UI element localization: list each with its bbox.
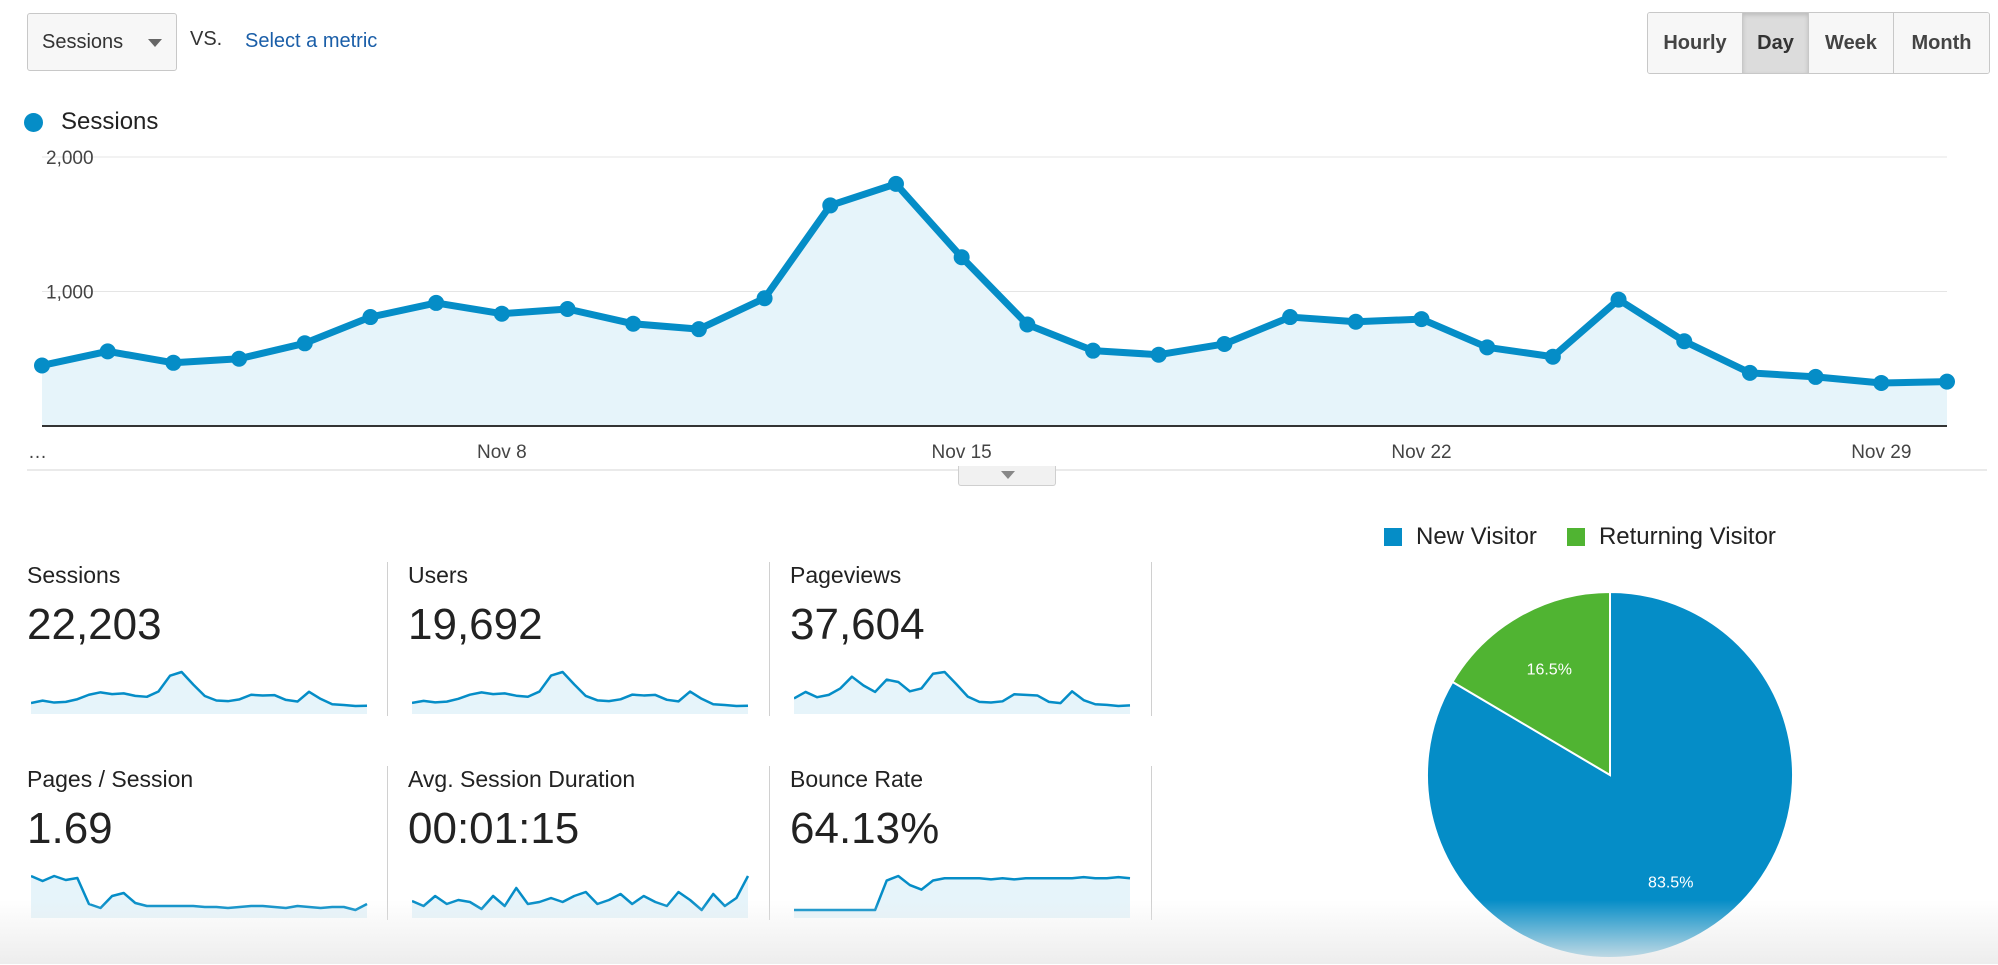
scorecard-divider: [769, 766, 770, 920]
sessions-data-point: [822, 197, 839, 214]
sessions-data-point: [1479, 339, 1496, 356]
sessions-data-point: [1282, 309, 1299, 326]
time-granularity-toggle: Hourly Day Week Month: [1647, 12, 1990, 74]
sessions-data-point: [887, 175, 904, 192]
sessions-data-point: [1676, 333, 1693, 350]
granularity-month-button[interactable]: Month: [1894, 13, 1989, 73]
sessions-data-point: [1413, 311, 1430, 328]
scorecard-label: Avg. Session Duration: [408, 766, 636, 792]
scorecard-value: 00:01:15: [408, 804, 580, 853]
scorecard-pages-per-session[interactable]: Pages / Session 1.69: [27, 766, 377, 920]
pie-slice-label: 16.5%: [1527, 661, 1572, 678]
granularity-day-button[interactable]: Day: [1743, 13, 1809, 73]
y-tick-label: 2,000: [46, 148, 94, 169]
sessions-data-point: [428, 294, 445, 311]
scorecard-sessions[interactable]: Sessions 22,203: [27, 562, 377, 716]
sessions-data-point: [165, 354, 182, 371]
sessions-data-point: [559, 300, 576, 317]
scorecard-value: 37,604: [790, 600, 925, 649]
vs-label: VS.: [190, 28, 223, 50]
sparkline-line: [31, 670, 368, 708]
legend-series-label: Sessions: [61, 108, 159, 135]
sessions-data-point: [1085, 342, 1102, 359]
sessions-sparkline: [31, 670, 368, 714]
sessions-data-point: [231, 350, 248, 367]
sessions-data-point: [1741, 364, 1758, 381]
scorecard-avg-session-duration[interactable]: Avg. Session Duration 00:01:15: [408, 766, 758, 920]
x-tick-label: Nov 8: [477, 442, 527, 463]
sessions-data-point: [1873, 374, 1890, 391]
scorecard-divider: [1151, 766, 1152, 920]
scorecard-users[interactable]: Users 19,692: [408, 562, 758, 716]
sessions-data-point: [99, 343, 116, 360]
sessions-data-point: [1807, 368, 1824, 385]
x-tick-label: Nov 29: [1851, 442, 1911, 463]
sessions-data-point: [1216, 335, 1233, 352]
scorecard-divider: [769, 562, 770, 716]
scorecard-value: 22,203: [27, 600, 162, 649]
caret-down-icon: [1001, 471, 1015, 479]
sessions-data-point: [1610, 291, 1627, 308]
sessions-data-point: [1544, 348, 1561, 365]
sparkline-area: [31, 672, 367, 714]
sessions-data-point: [1019, 316, 1036, 333]
sparkline-line: [412, 670, 749, 708]
scorecard-divider: [387, 562, 388, 716]
sessions-data-point: [296, 335, 313, 352]
users-sparkline: [412, 670, 749, 714]
sparkline-line: [794, 670, 1131, 708]
sparkline-area: [412, 672, 748, 714]
sessions-data-point: [1347, 313, 1364, 330]
granularity-week-button[interactable]: Week: [1809, 13, 1894, 73]
x-tick-label: Nov 15: [932, 442, 992, 463]
x-tick-label: Nov 22: [1391, 442, 1451, 463]
select-comparison-metric-link[interactable]: Select a metric: [245, 30, 378, 52]
scorecard-divider: [1151, 562, 1152, 716]
pie-legend-label: New Visitor: [1416, 523, 1537, 550]
scorecard-value: 1.69: [27, 804, 113, 853]
pie-legend: New Visitor Returning Visitor: [1384, 523, 1806, 551]
scorecard-bounce-rate[interactable]: Bounce Rate 64.13%: [790, 766, 1140, 920]
granularity-hourly-button[interactable]: Hourly: [1648, 13, 1743, 73]
y-tick-label: 1,000: [46, 283, 94, 304]
returning-visitor-swatch-icon: [1566, 528, 1585, 546]
pie-slice-returning-visitor: [1451, 590, 1611, 777]
sessions-data-point: [34, 357, 50, 374]
scorecard-pageviews[interactable]: Pageviews 37,604: [790, 562, 1140, 716]
x-tick-label: …: [28, 442, 47, 463]
sessions-area: [42, 183, 1947, 426]
pie-legend-item-returning-visitor[interactable]: Returning Visitor: [1566, 523, 1776, 551]
scorecard-value: 64.13%: [790, 804, 940, 853]
sessions-data-point: [1939, 373, 1955, 390]
sessions-line: [38, 180, 1951, 387]
new-visitor-swatch-icon: [1384, 528, 1402, 546]
chevron-down-icon: [148, 39, 162, 47]
primary-metric-dropdown[interactable]: Sessions: [27, 13, 177, 71]
scorecard-label: Sessions: [27, 562, 121, 588]
scorecard-label: Pageviews: [790, 562, 902, 588]
scorecard-label: Bounce Rate: [790, 766, 923, 792]
scorecard-divider: [387, 766, 388, 920]
bottom-fade: [0, 900, 1998, 964]
pie-legend-item-new-visitor[interactable]: New Visitor: [1384, 523, 1537, 551]
collapse-chart-toggle[interactable]: [958, 466, 1056, 486]
primary-metric-value: Sessions: [42, 30, 124, 53]
pageviews-sparkline: [794, 670, 1131, 714]
scorecard-value: 19,692: [408, 600, 543, 649]
sessions-data-point: [1150, 346, 1167, 363]
scorecard-label: Users: [408, 562, 469, 588]
sessions-data-point: [953, 249, 970, 266]
sessions-data-point: [362, 309, 379, 326]
series-color-dot-icon: [24, 112, 43, 132]
sessions-data-point: [756, 290, 773, 307]
sessions-data-point: [493, 305, 510, 322]
scorecard-label: Pages / Session: [27, 766, 194, 792]
pie-legend-label: Returning Visitor: [1598, 523, 1776, 550]
sessions-data-point: [690, 321, 707, 338]
sessions-line-chart: 2,000 1,000 … Nov 8 Nov 15 Nov 22 Nov 29: [27, 148, 1987, 471]
chart-legend: Sessions: [24, 108, 158, 136]
sessions-data-point: [625, 315, 642, 332]
pie-slice-label: 83.5%: [1648, 875, 1693, 892]
sparkline-area: [794, 672, 1130, 714]
